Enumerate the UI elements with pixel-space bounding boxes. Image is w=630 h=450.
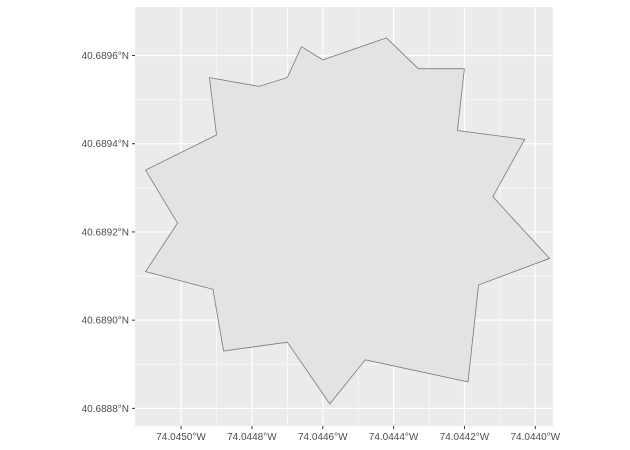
y-tick-label: 40.6894°N [82, 139, 129, 150]
x-axis: 74.0450°W 74.0448°W 74.0446°W 74.0444°W 74.0… [156, 426, 561, 443]
y-tick-label: 40.6888°N [82, 404, 129, 415]
y-tick-label: 40.6890°N [82, 316, 129, 327]
y-tick-label: 40.6896°N [82, 51, 129, 62]
x-tick-label: 74.0450°W [156, 432, 206, 443]
x-tick-label: 74.0442°W [440, 432, 490, 443]
map-polygon[interactable] [144, 37, 551, 405]
x-tick-label: 74.0440°W [510, 432, 560, 443]
y-tick-label: 40.6892°N [82, 227, 129, 238]
y-axis: 40.6888°N 40.6890°N 40.6892°N 40.6894°N 40.6… [82, 51, 135, 415]
x-tick-label: 74.0446°W [298, 432, 348, 443]
x-tick-label: 74.0448°W [227, 432, 277, 443]
x-tick-label: 74.0444°W [369, 432, 419, 443]
